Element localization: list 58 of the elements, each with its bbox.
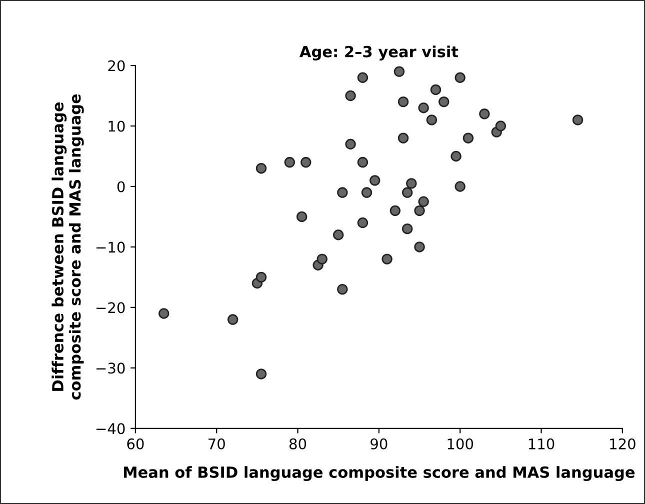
point (398, 96, 409, 108)
x-tick-label: 100 (448, 438, 474, 450)
x-tick-label: 80 (289, 438, 306, 450)
y-tick-label: −40 (96, 423, 125, 434)
point (454, 72, 466, 83)
point (337, 284, 348, 295)
point (357, 156, 368, 168)
x-axis-title: Mean of BSID language composite score and MAS language (124, 466, 635, 482)
point (418, 102, 429, 114)
y-tick-label: 20 (108, 60, 125, 72)
point (370, 175, 380, 186)
point (394, 66, 405, 77)
point (345, 138, 356, 150)
point (426, 114, 438, 126)
point (333, 230, 344, 240)
y-tick-label: −20 (96, 302, 125, 314)
point (572, 114, 584, 126)
point (438, 96, 450, 108)
y-axis-title: Diffrence between BSID language composite score and MAS language (52, 94, 84, 400)
point (450, 150, 462, 162)
point (414, 242, 425, 252)
point (300, 156, 312, 168)
y-tick-label: −30 (96, 362, 125, 374)
point (430, 84, 442, 96)
point (256, 272, 267, 283)
point (227, 314, 238, 325)
point (418, 196, 429, 207)
x-tick-label: 70 (208, 438, 225, 450)
x-tick-label: 60 (127, 438, 144, 450)
point (402, 223, 413, 234)
point (316, 254, 328, 264)
x-tick-label: 120 (610, 438, 636, 450)
point (462, 132, 474, 144)
point (158, 308, 170, 319)
point (284, 156, 296, 168)
point (479, 108, 490, 120)
point (495, 120, 506, 132)
point (337, 187, 348, 198)
point (345, 90, 356, 102)
point (256, 368, 267, 380)
point (406, 178, 417, 189)
point (398, 132, 409, 144)
point (402, 187, 413, 198)
point (256, 162, 267, 174)
point (357, 72, 368, 83)
x-tick-label: 110 (528, 438, 554, 450)
y-tick-label: 0 (117, 181, 125, 192)
chart-title: Age: 2–3 year visit (299, 46, 458, 60)
point (382, 254, 392, 264)
x-tick-label: 90 (370, 438, 388, 450)
y-tick-label: −10 (96, 242, 125, 253)
point (454, 181, 466, 192)
y-tick-label: 10 (108, 120, 125, 132)
point (357, 217, 368, 228)
point (390, 205, 401, 216)
point (296, 211, 308, 222)
point (361, 187, 372, 198)
point (414, 205, 425, 216)
